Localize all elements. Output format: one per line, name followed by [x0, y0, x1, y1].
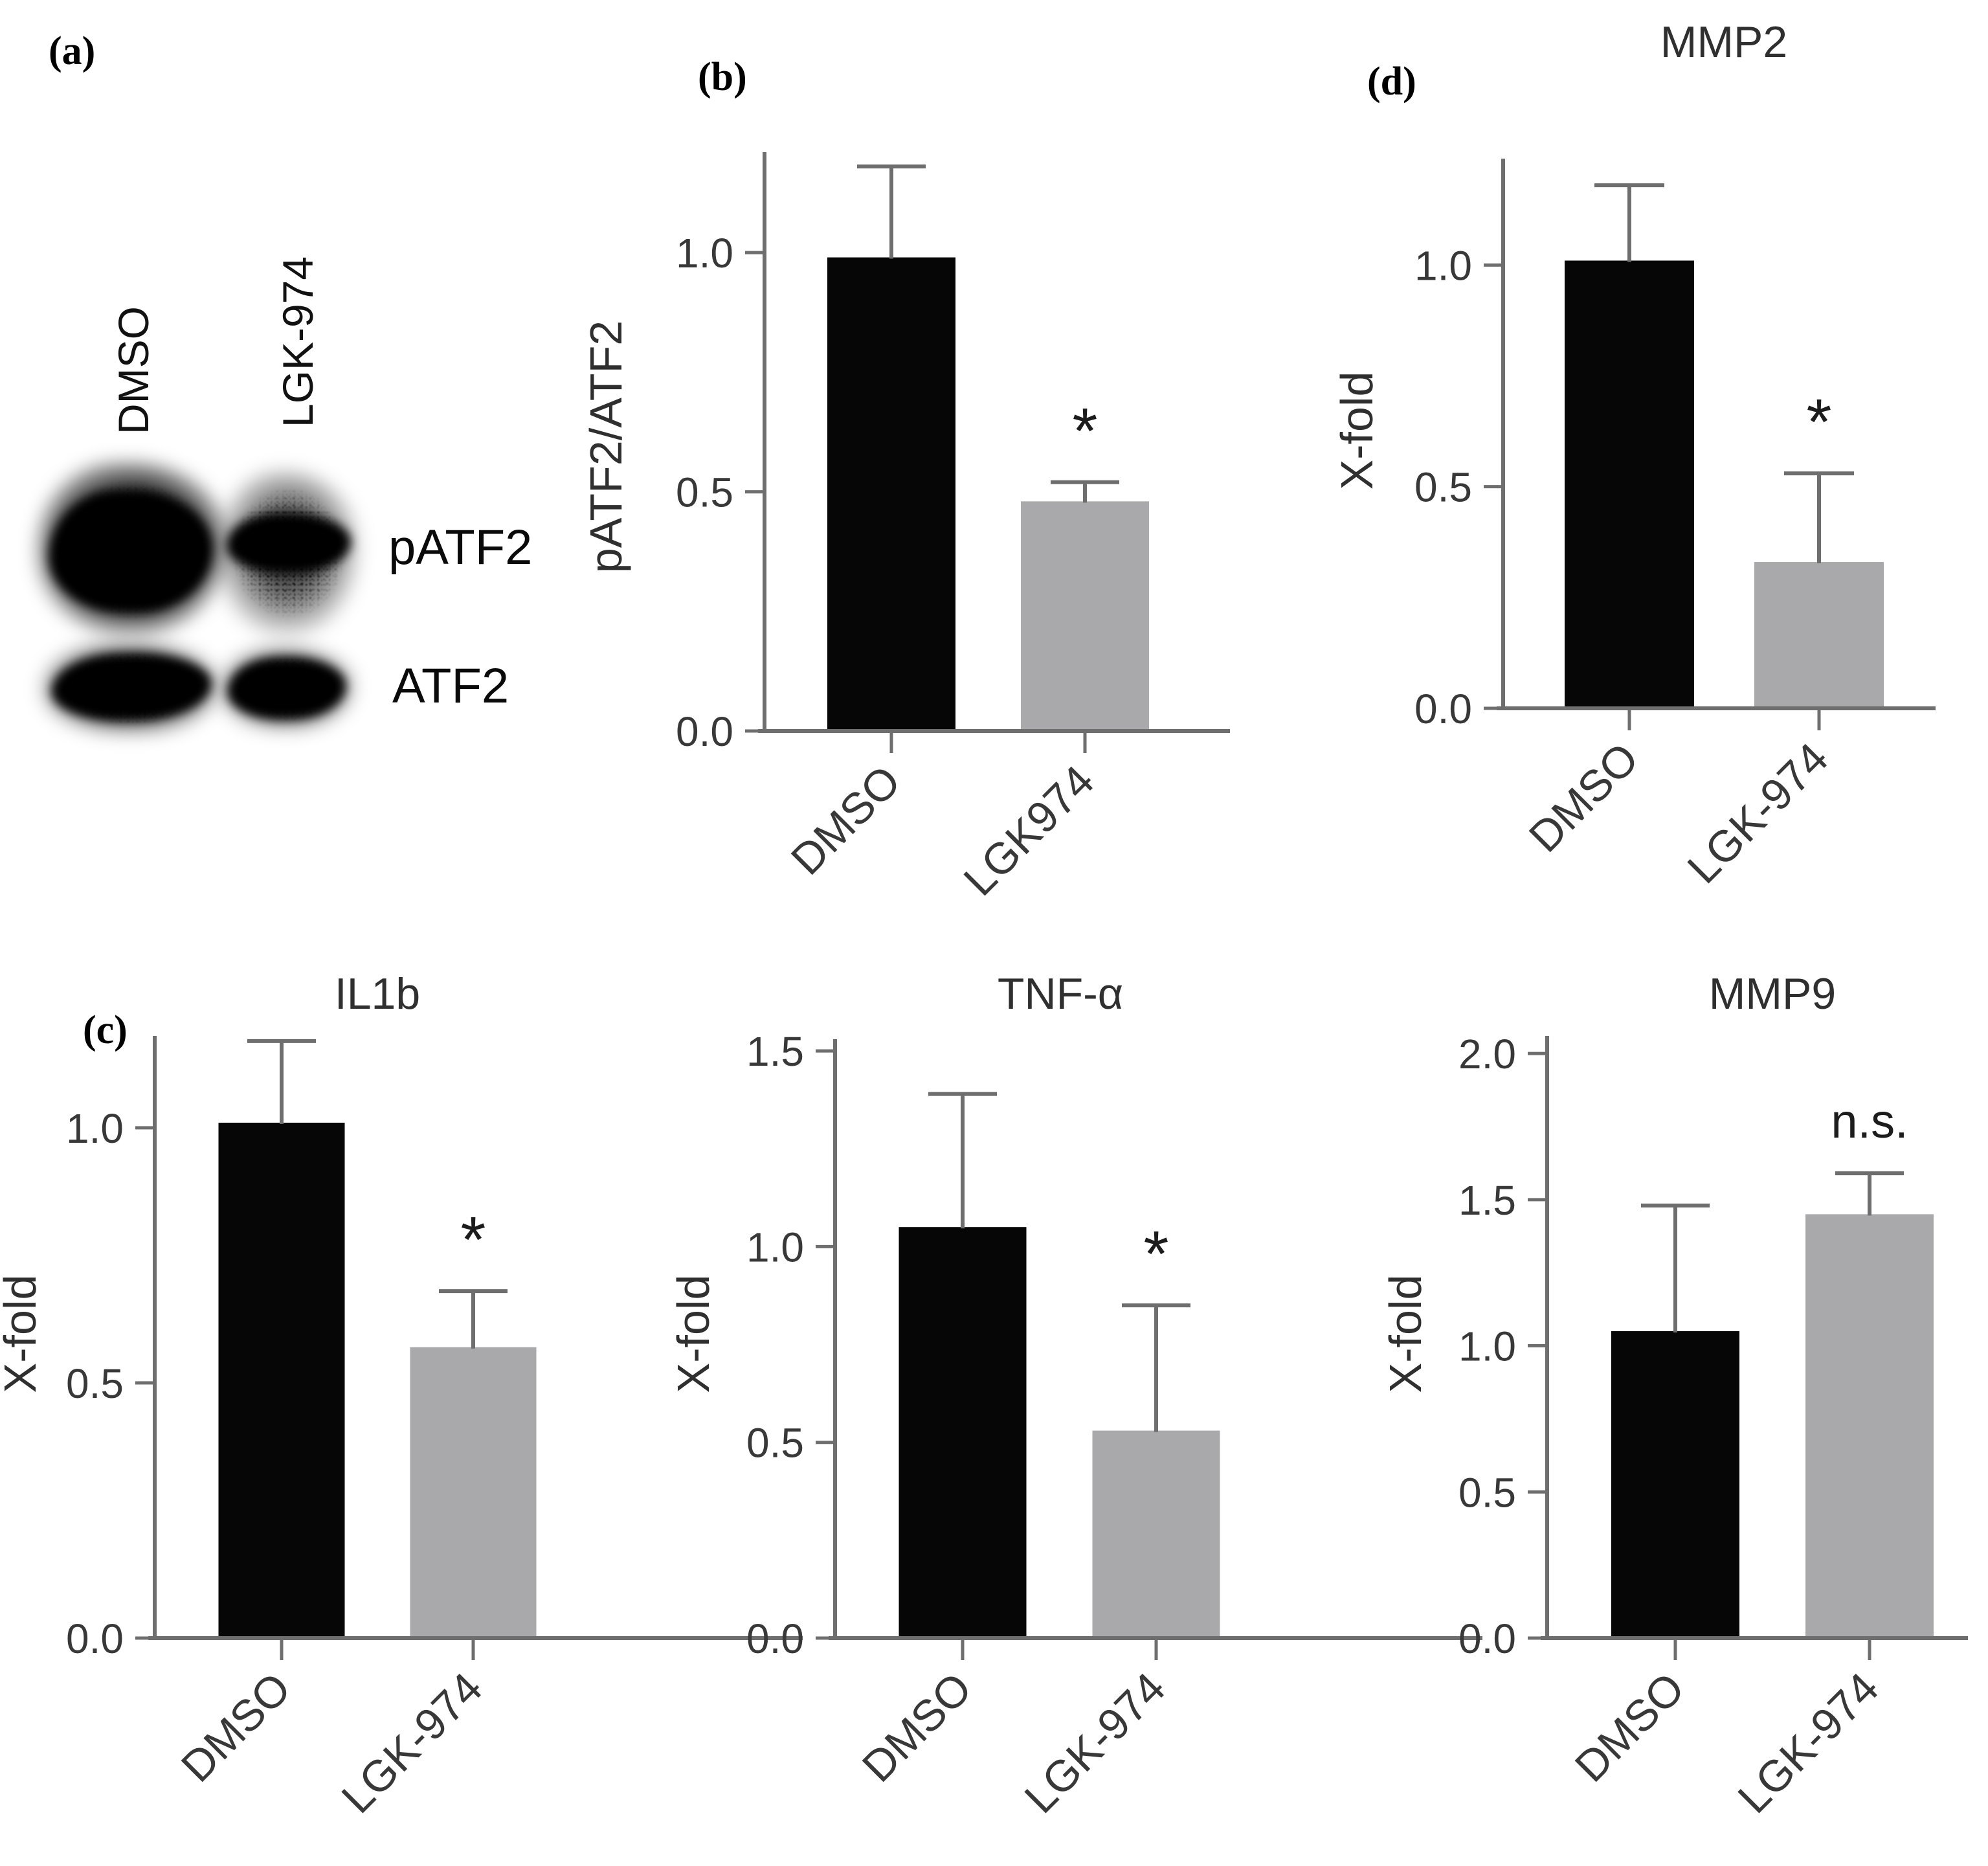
y-tick-label-il1b-1: 1.0 — [66, 1105, 124, 1152]
chart-title-mmp9: MMP9 — [1709, 969, 1836, 1018]
y-axis-label-mmp2: X-fold — [1332, 372, 1382, 490]
bar-tnfa-lgk-974 — [1092, 1430, 1220, 1638]
y-tick-label-tnfa-0: 0.0 — [746, 1615, 804, 1662]
y-tick-label-mmp9-1.5: 1.5 — [1458, 1177, 1516, 1224]
chart-title-mmp2: MMP2 — [1660, 17, 1787, 67]
chart-mmp9: 0.0 0.5 1.0 1.5 2.0 DMSO LGK-974 X-fold MMP9 n.s. — [1380, 969, 1968, 1823]
bar-il1b-lgk-974 — [410, 1347, 537, 1638]
chart-title-il1b: IL1b — [335, 969, 420, 1018]
chart-il1b: 0.0 0.5 1.0 DMSO LGK-974 X-fold IL1b * — [0, 969, 803, 1823]
y-tick-label-patf2_atf2-0.5: 0.5 — [676, 469, 733, 516]
panel-label-d: (d) — [1367, 60, 1416, 104]
chart-patf2_atf2: 0.0 0.5 1.0 DMSO LGK974 pATF2/ATF2 * — [581, 152, 1230, 905]
y-tick-label-il1b-0: 0.0 — [66, 1615, 124, 1662]
panel-label-c: (c) — [83, 1008, 128, 1052]
y-tick-label-tnfa-0.5: 0.5 — [746, 1420, 804, 1467]
significance-tnfa: * — [1144, 1218, 1169, 1290]
y-tick-label-mmp2-1: 1.0 — [1414, 242, 1472, 289]
bar-patf2_atf2-lgk974 — [1021, 501, 1149, 731]
significance-mmp2: * — [1807, 386, 1832, 458]
x-category-label-mmp9-dmso: DMSO — [1566, 1663, 1694, 1792]
blot-grain-patf2-dmso — [31, 457, 233, 642]
y-tick-label-mmp2-0.5: 0.5 — [1414, 464, 1472, 511]
bar-mmp9-lgk-974 — [1805, 1214, 1934, 1638]
x-category-label-il1b-lgk-974: LGK-974 — [332, 1663, 491, 1823]
y-tick-label-mmp9-0: 0.0 — [1458, 1615, 1516, 1662]
chart-tnfa: 0.0 0.5 1.0 1.5 DMSO LGK-974 X-fold TNF-α * — [668, 969, 1482, 1823]
bar-il1b-dmso — [218, 1122, 345, 1638]
bar-mmp2-lgk-974 — [1754, 562, 1884, 708]
y-tick-label-mmp9-0.5: 0.5 — [1458, 1469, 1516, 1516]
x-category-label-patf2_atf2-lgk974: LGK974 — [954, 756, 1103, 905]
x-category-label-tnfa-lgk-974: LGK-974 — [1015, 1663, 1174, 1823]
y-axis-label-il1b: X-fold — [0, 1275, 45, 1393]
bar-tnfa-dmso — [899, 1227, 1027, 1638]
x-category-label-mmp2-dmso: DMSO — [1520, 734, 1648, 862]
y-tick-label-mmp9-2: 2.0 — [1458, 1031, 1516, 1077]
chart-title-tnfa: TNF-α — [998, 969, 1123, 1018]
significance-patf2_atf2: * — [1073, 395, 1098, 467]
y-tick-label-mmp9-1: 1.0 — [1458, 1323, 1516, 1370]
bar-patf2_atf2-dmso — [827, 257, 955, 732]
y-tick-label-tnfa-1: 1.0 — [746, 1224, 804, 1270]
bar-mmp9-dmso — [1611, 1331, 1739, 1638]
bar-mmp2-dmso — [1565, 260, 1694, 708]
y-tick-label-patf2_atf2-1: 1.0 — [676, 230, 733, 276]
panel-label-b: (b) — [698, 55, 747, 99]
x-category-label-il1b-dmso: DMSO — [172, 1663, 300, 1792]
x-category-label-mmp9-lgk-974: LGK-974 — [1728, 1663, 1888, 1823]
blot-row-label-atf2: ATF2 — [392, 658, 509, 714]
y-tick-label-mmp2-0: 0.0 — [1414, 686, 1472, 732]
x-category-label-tnfa-dmso: DMSO — [853, 1663, 981, 1792]
y-axis-label-patf2_atf2: pATF2/ATF2 — [581, 320, 631, 573]
blot-grain-atf2-dmso — [40, 640, 221, 737]
blot-grain-atf2-lgk — [223, 645, 352, 732]
y-axis-label-tnfa: X-fold — [668, 1275, 719, 1393]
panel-label-a: (a) — [49, 29, 96, 73]
x-category-label-patf2_atf2-dmso: DMSO — [782, 756, 910, 884]
x-category-label-mmp2-lgk-974: LGK-974 — [1678, 734, 1837, 893]
y-tick-label-il1b-0.5: 0.5 — [66, 1360, 124, 1407]
blot-grain-patf2-lgk — [214, 466, 364, 640]
significance-mmp9: n.s. — [1831, 1094, 1908, 1148]
y-tick-label-patf2_atf2-0: 0.0 — [676, 708, 733, 755]
chart-mmp2: 0.0 0.5 1.0 DMSO LGK-974 X-fold MMP2 * — [1332, 17, 1936, 893]
significance-il1b: * — [461, 1204, 486, 1276]
y-axis-label-mmp9: X-fold — [1380, 1275, 1431, 1393]
blot-row-label-patf2: pATF2 — [388, 520, 533, 575]
y-tick-label-tnfa-1.5: 1.5 — [746, 1028, 804, 1075]
